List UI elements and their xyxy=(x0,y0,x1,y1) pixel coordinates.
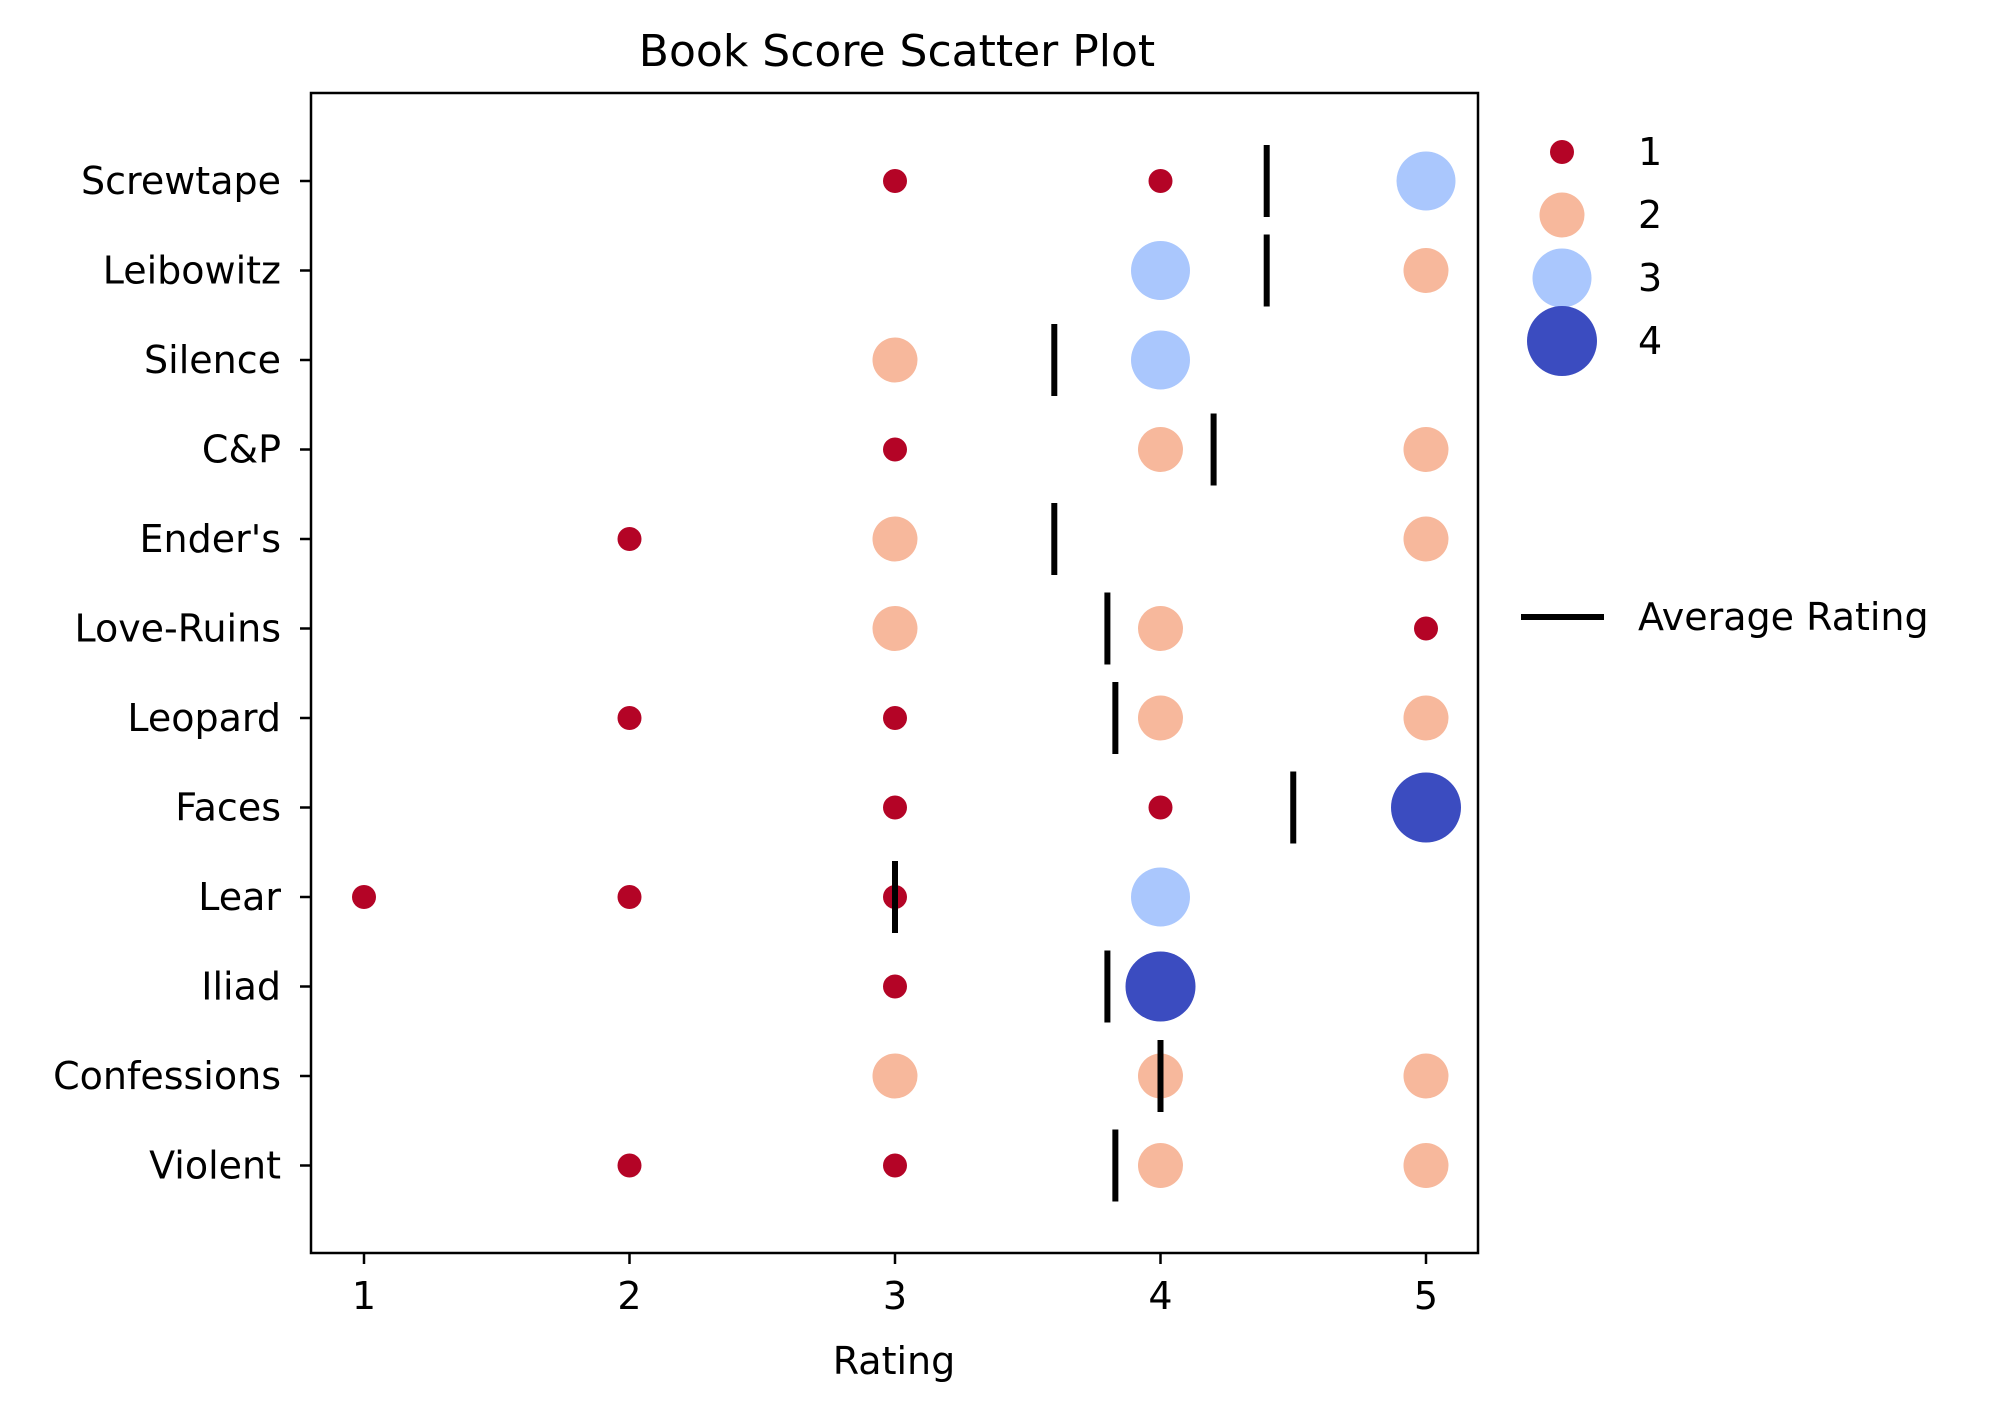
data-point xyxy=(872,1053,918,1099)
data-point xyxy=(1131,330,1190,390)
legend-marker xyxy=(1527,306,1597,376)
data-point xyxy=(1138,427,1183,472)
data-point xyxy=(1125,951,1196,1022)
data-point xyxy=(617,1153,642,1178)
y-tick-label: C&P xyxy=(202,428,281,472)
x-tick-label: 3 xyxy=(883,1274,907,1318)
y-tick-label: Violent xyxy=(149,1144,281,1188)
data-point xyxy=(1403,1053,1449,1099)
data-point xyxy=(1396,151,1456,211)
legend-label: 2 xyxy=(1638,193,1662,237)
y-tick-label: Screwtape xyxy=(81,159,281,203)
data-point xyxy=(1403,695,1449,741)
data-point xyxy=(883,706,907,730)
y-tick-label: Faces xyxy=(175,786,281,830)
y-tick-label: Lear xyxy=(198,875,281,919)
y-tick-label: Leibowitz xyxy=(103,249,281,293)
y-tick-label: Ender's xyxy=(140,517,281,561)
x-axis: 1 2 3 4 5 xyxy=(352,1253,1438,1318)
data-point xyxy=(872,337,918,383)
x-tick-label: 1 xyxy=(352,1274,376,1318)
data-point xyxy=(1138,1143,1183,1188)
x-tick-label: 2 xyxy=(617,1274,641,1318)
legend-marker xyxy=(1539,192,1585,238)
legend-label: 3 xyxy=(1638,256,1662,300)
data-point xyxy=(1138,606,1183,651)
x-tick-label: 4 xyxy=(1148,1274,1172,1318)
legend-average-label: Average Rating xyxy=(1638,595,1929,639)
data-point xyxy=(1403,427,1449,472)
data-point xyxy=(883,437,907,462)
data-point xyxy=(1131,867,1190,927)
data-point xyxy=(1131,241,1190,300)
data-point xyxy=(883,1153,907,1178)
data-point xyxy=(1391,772,1461,843)
data-point xyxy=(883,795,907,820)
data-point xyxy=(352,885,376,909)
y-tick-label: Silence xyxy=(144,338,281,382)
data-point xyxy=(1403,1143,1449,1188)
y-tick-label: Confessions xyxy=(53,1054,281,1098)
data-point xyxy=(617,706,642,730)
data-point xyxy=(872,606,918,651)
x-tick-label: 5 xyxy=(1414,1274,1438,1318)
y-tick-label: Love-Ruins xyxy=(74,607,281,651)
x-axis-label: Rating xyxy=(833,1339,956,1383)
average-lines xyxy=(892,145,1297,1202)
data-point xyxy=(1414,616,1438,641)
legend-label: 4 xyxy=(1638,319,1662,363)
data-point xyxy=(1403,516,1449,562)
legend-marker xyxy=(1532,248,1592,308)
y-tick-label: Iliad xyxy=(201,965,281,1009)
data-points xyxy=(352,151,1461,1188)
legend: 1 2 3 4 Average Rating xyxy=(1521,130,1929,639)
data-point xyxy=(1148,169,1173,193)
data-point xyxy=(617,885,642,909)
y-tick-label: Leopard xyxy=(127,696,281,740)
data-point xyxy=(1148,795,1173,820)
data-point xyxy=(872,516,918,562)
legend-label: 1 xyxy=(1638,130,1662,174)
chart-title: Book Score Scatter Plot xyxy=(639,26,1155,77)
legend-marker xyxy=(1550,140,1574,164)
data-point xyxy=(1138,695,1183,741)
data-point xyxy=(883,974,907,999)
data-point xyxy=(1403,248,1449,293)
y-axis: Screwtape Leibowitz Silence C&P Ender's Love-… xyxy=(53,159,311,1188)
data-point xyxy=(883,169,907,193)
data-point xyxy=(617,527,642,551)
